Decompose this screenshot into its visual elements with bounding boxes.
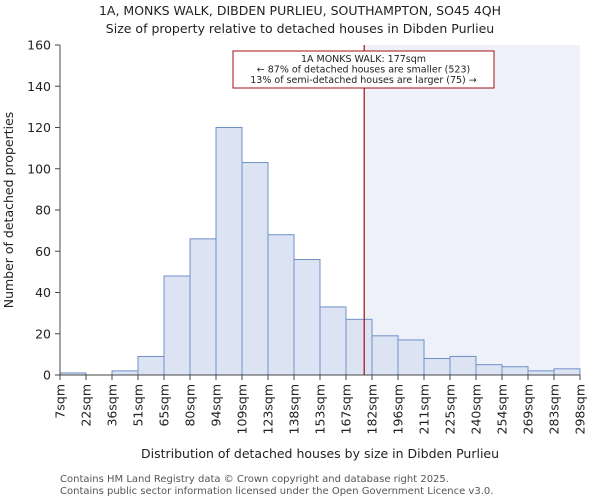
x-tick-label: 153sqm [313,384,328,434]
bar-94sqm [215,127,243,376]
chart-title-line-2: Size of property relative to detached ho… [106,21,494,36]
x-ticks-group: 7sqm 22sqm 36sqm 51sqm 65sqm 80sqm 94sqm 109sqm… [53,375,588,434]
bar-51sqm [137,355,165,376]
bars-group [59,127,581,376]
annotation-border [232,50,495,89]
x-tick-label: 80sqm [183,384,198,427]
bar-269sqm [527,370,555,376]
bar-65sqm [163,275,191,376]
y-tick-label: 60 [35,244,51,259]
bar-240sqm [475,364,503,376]
y-tick-label: 100 [27,161,51,176]
y-axis-label: Number of detached properties [1,112,16,309]
x-tick-label: 240sqm [469,384,484,434]
x-tick-label: 225sqm [443,384,458,434]
x-tick-label: 65sqm [157,384,172,427]
bar-153sqm [319,306,347,376]
x-tick-label: 138sqm [287,384,302,434]
bar-283sqm [553,368,581,376]
bar-80sqm [189,238,217,376]
larger-than-subject-region [364,45,580,375]
x-tick-label: 167sqm [339,384,354,434]
x-tick-label: 182sqm [365,384,380,434]
x-tick-label: 22sqm [79,384,94,427]
bar-211sqm [423,358,451,376]
y-tick-label: 20 [35,326,51,341]
x-tick-label: 123sqm [261,384,276,434]
footer-line-2: Contains public sector information licen… [60,486,493,497]
y-tick-label: 80 [35,203,51,218]
x-tick-label: 298sqm [573,384,588,434]
bar-196sqm [397,339,425,376]
bar-167sqm [345,318,373,376]
annotation-line-1: 1A MONKS WALK: 177sqm [301,54,426,65]
x-tick-label: 283sqm [547,384,562,434]
bar-182sqm [371,335,399,376]
y-tick-label: 120 [27,120,51,135]
bar-123sqm [267,234,295,376]
y-tick-label: 0 [43,368,51,383]
annotation-box: 1A MONKS WALK: 177sqm ← 87% of detached … [232,50,495,89]
x-tick-label: 109sqm [235,384,250,434]
x-tick-label: 36sqm [105,384,120,427]
x-tick-label: 269sqm [521,384,536,434]
x-tick-label: 7sqm [53,384,68,419]
y-ticks-group: 0 20 40 60 80 100 120 140 160 [27,38,60,383]
footer-line-1: Contains HM Land Registry data © Crown c… [60,474,449,485]
y-tick-label: 160 [27,38,51,53]
bar-109sqm [241,162,269,376]
x-axis-label: Distribution of detached houses by size … [141,446,499,461]
annotation-line-3: 13% of semi-detached houses are larger (… [250,75,477,86]
x-tick-label: 94sqm [209,384,224,427]
chart-title-line-1: 1A, MONKS WALK, DIBDEN PURLIEU, SOUTHAMP… [99,3,501,18]
x-tick-label: 211sqm [417,384,432,434]
x-tick-label: 196sqm [391,384,406,434]
bar-138sqm [293,259,321,376]
x-tick-label: 51sqm [131,384,146,427]
bar-225sqm [449,355,477,376]
y-tick-label: 140 [27,79,51,94]
annotation-line-2: ← 87% of detached houses are smaller (52… [257,65,470,76]
bar-254sqm [501,366,529,376]
y-tick-label: 40 [35,285,51,300]
x-tick-label: 254sqm [495,384,510,434]
bar-36sqm [111,370,139,376]
